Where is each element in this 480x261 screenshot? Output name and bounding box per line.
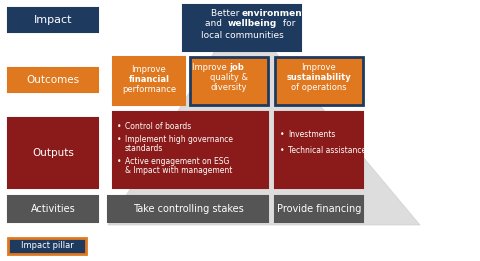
Bar bbox=[8, 8, 98, 32]
Text: Impact pillar: Impact pillar bbox=[21, 241, 73, 251]
Text: •: • bbox=[117, 157, 121, 167]
Text: sustainability: sustainability bbox=[287, 73, 351, 81]
Text: financial: financial bbox=[129, 74, 169, 84]
Bar bbox=[190, 57, 268, 105]
Polygon shape bbox=[108, 10, 420, 225]
Text: performance: performance bbox=[122, 85, 176, 93]
Text: Control of boards: Control of boards bbox=[125, 122, 191, 131]
Text: Investments: Investments bbox=[288, 130, 336, 139]
Bar bbox=[8, 196, 98, 222]
Text: and: and bbox=[205, 20, 228, 28]
Text: & Impact with management: & Impact with management bbox=[125, 166, 232, 175]
Text: Implement high governance: Implement high governance bbox=[125, 135, 233, 145]
Text: Technical assistance: Technical assistance bbox=[288, 146, 366, 155]
Bar bbox=[8, 238, 86, 254]
Bar bbox=[108, 196, 268, 222]
Text: Improve: Improve bbox=[192, 62, 229, 72]
Text: Better: Better bbox=[211, 9, 242, 17]
Text: Outputs: Outputs bbox=[32, 148, 74, 158]
Text: diversity: diversity bbox=[211, 82, 247, 92]
Text: local communities: local communities bbox=[201, 31, 283, 39]
Text: for: for bbox=[280, 20, 295, 28]
Text: •: • bbox=[280, 146, 285, 155]
Bar bbox=[8, 68, 98, 92]
Bar bbox=[275, 57, 363, 105]
Text: job: job bbox=[229, 62, 244, 72]
Text: of operations: of operations bbox=[291, 82, 347, 92]
Bar bbox=[8, 118, 98, 188]
Text: •: • bbox=[117, 122, 121, 131]
Bar bbox=[113, 112, 268, 188]
Text: Active engagement on ESG: Active engagement on ESG bbox=[125, 157, 229, 167]
Text: Take controlling stakes: Take controlling stakes bbox=[132, 204, 243, 214]
Text: Outcomes: Outcomes bbox=[26, 75, 80, 85]
Bar bbox=[275, 196, 363, 222]
Text: Provide financing: Provide financing bbox=[277, 204, 361, 214]
Text: environment: environment bbox=[242, 9, 307, 17]
Text: Impact: Impact bbox=[34, 15, 72, 25]
Text: wellbeing: wellbeing bbox=[228, 20, 277, 28]
Text: •: • bbox=[117, 135, 121, 145]
Text: •: • bbox=[280, 130, 285, 139]
Text: Improve: Improve bbox=[132, 64, 167, 74]
Text: standards: standards bbox=[125, 144, 163, 153]
Bar bbox=[275, 112, 363, 188]
Bar bbox=[113, 57, 185, 105]
Bar bbox=[183, 5, 301, 51]
Text: Improve: Improve bbox=[301, 62, 336, 72]
Text: quality &: quality & bbox=[210, 73, 248, 81]
Text: Activities: Activities bbox=[31, 204, 75, 214]
